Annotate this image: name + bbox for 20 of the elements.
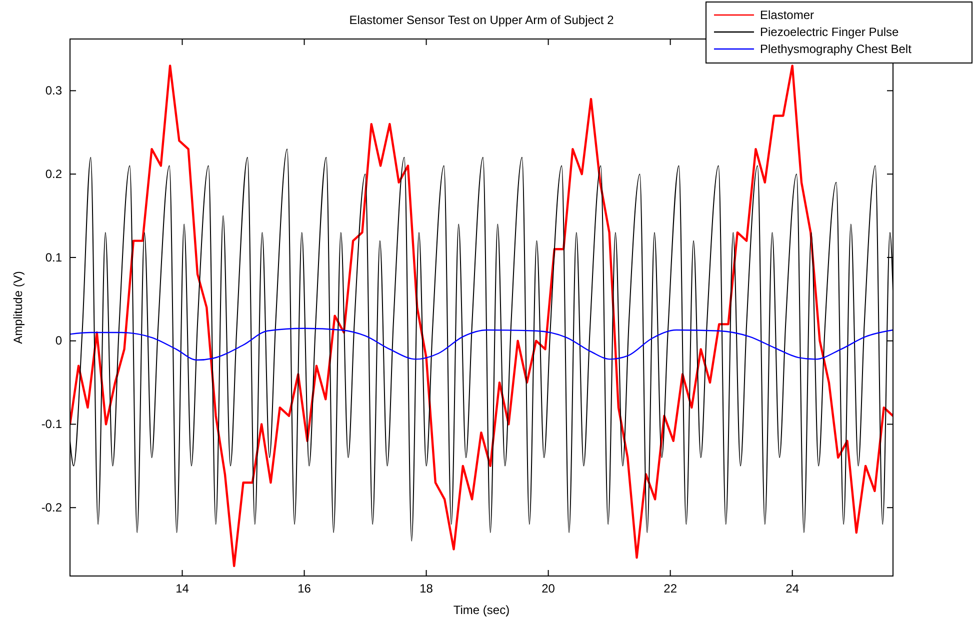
x-tick-label: 16 <box>298 582 312 596</box>
legend-label: Piezoelectric Finger Pulse <box>760 25 900 39</box>
x-tick-label: 20 <box>542 582 556 596</box>
y-axis-title: Amplitude (V) <box>11 271 25 344</box>
x-tick-label: 18 <box>420 582 434 596</box>
line-series <box>70 64 893 568</box>
line-series <box>70 328 893 361</box>
y-tick-label: -0.1 <box>41 417 62 432</box>
legend-label: Plethysmography Chest Belt <box>760 42 912 56</box>
y-tick-label: 0 <box>55 334 62 348</box>
x-tick-label: 22 <box>664 582 678 596</box>
x-axis-title: Time (sec) <box>453 603 510 617</box>
chart-title: Elastomer Sensor Test on Upper Arm of Subject 2 <box>349 13 614 27</box>
x-tick-label: 14 <box>176 582 190 596</box>
legend-label: Elastomer <box>760 8 814 22</box>
y-tick-label: -0.2 <box>41 500 62 514</box>
y-tick-label: 0.2 <box>45 166 62 181</box>
x-tick-label: 24 <box>786 582 800 596</box>
y-tick-label: 0.3 <box>45 84 62 98</box>
y-tick-label: 0.1 <box>45 250 62 264</box>
